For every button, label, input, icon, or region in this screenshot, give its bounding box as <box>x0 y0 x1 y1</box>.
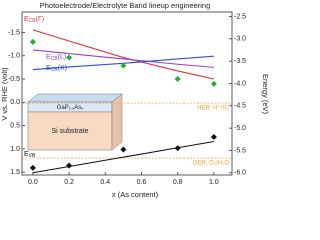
inset-substrate-label: Si substrate <box>52 128 89 135</box>
y-tick-label: -1.0 <box>8 53 20 60</box>
data-point <box>210 80 217 87</box>
annotation-sub: CB <box>29 18 37 24</box>
reference-label: OER: O₂/H₂O <box>193 161 230 167</box>
annotation-sub: CB <box>51 67 59 73</box>
y2-tick-label: -4.0 <box>234 80 246 87</box>
annotation-rest: (Γ) <box>36 16 45 23</box>
x-tick-label: 0.0 <box>28 179 38 186</box>
y2-tick-label: -3.0 <box>234 36 246 43</box>
annotation: ECB(L) <box>46 54 66 62</box>
inset-layer-label: GaP1-xAsx <box>57 105 84 111</box>
data-point <box>29 38 36 45</box>
inset-top <box>27 93 123 103</box>
chart-title: Photoelectrode/Electrolyte Band lineup e… <box>40 1 211 10</box>
y2-tick-label: -5.0 <box>234 125 246 132</box>
chart: Photoelectrode/Electrolyte Band lineup e… <box>0 1 270 199</box>
y2-axis-label: Energy (eV) <box>261 74 270 115</box>
inset-substrate <box>27 111 113 151</box>
x-axis-label: x (As content) <box>112 190 159 199</box>
annotation-base: E <box>46 54 51 61</box>
x-tick-label: 1.0 <box>209 179 219 186</box>
annotation-base: E <box>24 16 29 23</box>
y2-tick-label: -5.5 <box>234 147 246 154</box>
annotation-sub: VB <box>29 153 36 159</box>
series-line <box>32 29 215 80</box>
data-point <box>66 54 73 61</box>
plot-frame <box>21 11 233 176</box>
y-tick-label: 0.5 <box>10 122 20 129</box>
y-tick-label: 1.0 <box>10 146 20 153</box>
annotation-sub: CB <box>51 56 59 62</box>
y2-tick-label: -2.5 <box>234 13 246 20</box>
data-point <box>120 146 127 153</box>
annotation-rest: (L) <box>58 54 67 61</box>
annotation-rest: (X) <box>58 65 67 72</box>
data-point <box>210 134 217 141</box>
y-axis-label: V vs. RHE (volt) <box>0 67 9 121</box>
y2-tick-label: -6.0 <box>234 170 246 177</box>
x-tick-label: 0.2 <box>64 179 74 186</box>
x-tick-label: 0.4 <box>100 179 110 186</box>
inset: GaP1-xAsx Si substrate <box>27 93 123 151</box>
data-point <box>66 162 73 169</box>
x-tick-label: 0.6 <box>137 179 147 186</box>
annotation-base: E <box>46 65 51 72</box>
annotation: ECB(Γ) <box>24 16 44 24</box>
data-point <box>29 164 36 171</box>
annotation: ECB(X) <box>46 65 67 73</box>
y-tick-label: -0.5 <box>8 76 20 83</box>
series-line <box>32 140 214 174</box>
y2-tick-label: -3.5 <box>234 58 246 65</box>
series-line <box>32 49 214 68</box>
x-tick-label: 0.8 <box>173 179 183 186</box>
y2-tick-label: -4.5 <box>234 103 246 110</box>
y-tick-label: 0.0 <box>10 99 20 106</box>
data-point <box>174 145 181 152</box>
y-tick-label: 1.5 <box>10 169 20 176</box>
annotation-base: E <box>24 151 29 158</box>
y-tick-label: -1.5 <box>8 29 20 36</box>
reference-label: HER: H⁺/H₂ <box>197 105 230 112</box>
annotation: EVB <box>24 151 36 159</box>
data-point <box>120 62 127 69</box>
inset-side <box>111 93 123 151</box>
data-point <box>174 75 181 82</box>
